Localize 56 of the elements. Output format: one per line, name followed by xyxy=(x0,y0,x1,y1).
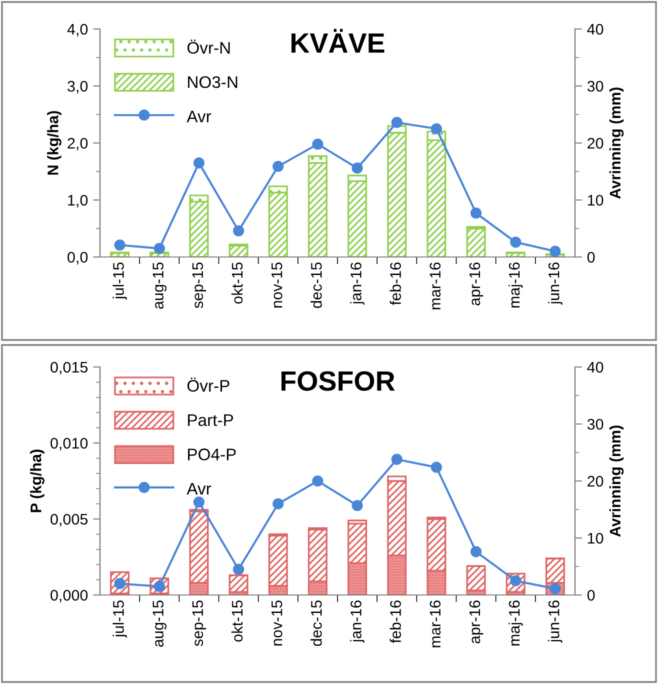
chart-title: KVÄVE xyxy=(292,28,384,53)
y2-axis-title: Avrinning (mm) xyxy=(609,88,624,199)
x-tick-label: okt-15 xyxy=(231,262,243,304)
x-tick-label: feb-16 xyxy=(390,600,401,643)
x-tick-label: nov-15 xyxy=(272,262,282,308)
y2-tick-label: 10 xyxy=(588,194,604,206)
y-axis-title: P (kg/ha) xyxy=(30,450,44,512)
x-tick-label: mar-16 xyxy=(430,600,441,648)
y2-axis-title: Avrinning (mm) xyxy=(609,426,624,537)
y2-tick-label: 20 xyxy=(588,138,604,149)
y2-tick-label: 10 xyxy=(588,532,604,544)
x-tick-label: dec-15 xyxy=(310,262,322,308)
y-tick-label: 2,0 xyxy=(68,138,88,150)
y2-tick-label: 40 xyxy=(587,362,604,373)
y2-tick-label: 20 xyxy=(588,476,604,487)
y-tick-label: 4,0 xyxy=(67,24,88,36)
legend-label: Övr-P xyxy=(187,378,230,392)
y2-tick-label: 0 xyxy=(587,590,595,601)
legend-label: Avr xyxy=(186,110,212,122)
x-tick-label: maj-16 xyxy=(508,262,523,308)
x-tick-label: mar-16 xyxy=(430,262,441,310)
x-tick-label: aug-15 xyxy=(152,262,166,309)
y-tick-label: 1,0 xyxy=(68,194,88,208)
x-tick-label: jan-16 xyxy=(350,600,364,643)
x-tick-label: aug-15 xyxy=(152,600,166,647)
legend-label: Övr-N xyxy=(187,40,230,54)
x-tick-label: jul-15 xyxy=(112,262,127,300)
x-tick-label: sep-15 xyxy=(192,262,206,308)
x-tick-label: jun-16 xyxy=(548,600,562,643)
legend-label: PO4-P xyxy=(188,448,236,460)
legend-label: NO3-N xyxy=(188,76,238,88)
y2-tick-label: 0 xyxy=(587,252,595,263)
legend-label: Part-P xyxy=(188,414,234,426)
legend-label: Avr xyxy=(186,483,212,494)
x-tick-label: maj-16 xyxy=(508,600,523,646)
chart-title: FOSFOR xyxy=(281,371,395,391)
y-axis-title: N (kg/ha) xyxy=(47,111,62,175)
y-tick-label: 0,005 xyxy=(50,514,88,526)
y-tick-label: 0,000 xyxy=(50,590,88,602)
x-tick-label: dec-15 xyxy=(310,600,322,646)
x-tick-label: nov-15 xyxy=(272,600,282,646)
y-tick-label: 0,010 xyxy=(50,438,88,450)
y-tick-label: 3,0 xyxy=(68,80,88,94)
x-tick-label: jul-15 xyxy=(112,600,127,638)
y2-tick-label: 30 xyxy=(587,80,604,92)
y-tick-label: 0,0 xyxy=(68,252,88,264)
x-tick-label: jan-16 xyxy=(350,262,364,305)
x-tick-label: sep-15 xyxy=(192,600,206,646)
x-tick-label: feb-16 xyxy=(390,262,401,305)
x-tick-label: apr-16 xyxy=(469,262,484,306)
x-tick-label: apr-16 xyxy=(469,600,484,644)
y2-tick-label: 30 xyxy=(587,418,604,430)
x-tick-label: jun-16 xyxy=(548,262,562,305)
y-tick-label: 0,015 xyxy=(50,362,88,374)
x-tick-label: okt-15 xyxy=(231,600,243,642)
y2-tick-label: 40 xyxy=(587,24,604,35)
